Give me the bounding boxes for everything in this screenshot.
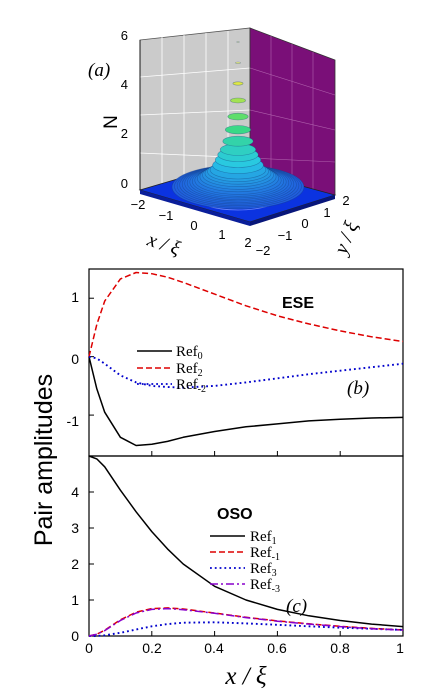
panel-b-title: ESE	[282, 295, 314, 312]
floor-front-edge	[140, 190, 250, 226]
panel-c: OSO (c) 4 3 2 1 0 0 0.2 0.4 0.6 0.8 1 Re…	[71, 455, 404, 656]
y-tick-label: 3	[71, 520, 79, 536]
panel-a: (a) 6 4 2 0 N −2 −1 0 1 2 x / ξ 2 1 0 −1…	[88, 27, 363, 260]
y-tick-label: −1	[278, 228, 293, 243]
legend-label-ref1: Ref1	[250, 529, 277, 547]
y-tick-label: 2	[342, 193, 349, 208]
x-tick-label: 0.8	[330, 640, 350, 656]
surface-contour-slice	[222, 135, 254, 147]
series-line-ref2	[88, 271, 404, 357]
legend-label-ref2: Ref2	[176, 361, 203, 379]
y-tick-label: 0	[71, 628, 79, 644]
panel-a-label: (a)	[88, 60, 110, 81]
surface-peak	[171, 41, 305, 210]
surface-contour-slice	[230, 97, 246, 104]
panel-c-frame	[88, 455, 404, 637]
surface-contour-slice	[225, 125, 252, 135]
panel-b-label: (b)	[347, 378, 369, 399]
panel-c-legend: Ref1 Ref-1 Ref3 Ref-3	[210, 529, 280, 595]
z-tick-label: 4	[121, 77, 128, 92]
y-tick-label: 0	[301, 216, 308, 231]
z-tick-label: 0	[121, 176, 128, 191]
y-tick-label: 1	[323, 205, 330, 220]
y-tick-label: 1	[71, 592, 79, 608]
series-line-ref-3	[88, 607, 404, 637]
x-tick-label: 0.4	[204, 640, 224, 656]
panel-b: ESE (b) 1 0 -1 Ref0 Ref2 Ref-2	[67, 268, 404, 457]
y-tick-label: −2	[256, 243, 271, 258]
z-tick-label: 6	[121, 28, 128, 43]
x-tick-label: 2	[244, 235, 251, 250]
shared-y-axis-label: Pair amplitudes	[30, 374, 58, 546]
x-tick-label: 1	[218, 227, 225, 242]
panel-b-series	[88, 271, 404, 447]
panel-c-label: (c)	[286, 596, 307, 617]
y-tick-label: 0	[71, 351, 79, 367]
x-tick-label: 0	[85, 640, 93, 656]
x-tick-label: 0.6	[267, 640, 287, 656]
shared-x-axis-label: x / ξ	[224, 663, 267, 690]
z-axis-label: N	[101, 115, 122, 129]
surface-contour-slice	[232, 81, 244, 86]
legend-label-ref3: Ref3	[250, 561, 277, 579]
legend-label-ref-3: Ref-3	[250, 577, 280, 595]
series-line-ref3	[89, 621, 404, 637]
x-tick-label: 0	[190, 218, 197, 233]
series-line-ref-2	[88, 355, 404, 389]
surface-contour-slice	[236, 41, 240, 43]
panel-c-ticks	[89, 491, 341, 636]
panel-b-legend: Ref0 Ref2 Ref-2	[137, 344, 206, 395]
floor-right-edge	[250, 195, 335, 226]
legend-label-ref-2: Ref-2	[176, 377, 206, 395]
x-tick-label: −1	[159, 208, 174, 223]
series-line-ref1	[88, 455, 404, 628]
panel-c-title: OSO	[217, 506, 253, 523]
z-tick-label: 2	[121, 126, 128, 141]
panel-b-frame	[88, 268, 404, 457]
x-axis-label: x / ξ	[144, 228, 184, 260]
series-line-ref0	[88, 356, 404, 447]
x-tick-label: 1	[396, 640, 404, 656]
y-axis-label: y / ξ	[329, 218, 363, 259]
y-tick-label: -1	[67, 413, 80, 429]
surface-contour-slice	[227, 112, 249, 121]
x-tick-label: −2	[131, 197, 146, 212]
y-tick-label: 4	[71, 484, 79, 500]
y-tick-label: 2	[71, 556, 79, 572]
legend-label-ref0: Ref0	[176, 344, 203, 362]
panel-c-series	[88, 455, 404, 637]
y-tick-label: 1	[71, 289, 79, 305]
x-tick-label: 0.2	[142, 640, 162, 656]
panel-b-ticks	[89, 297, 341, 456]
surface-contour-slice	[235, 61, 241, 64]
